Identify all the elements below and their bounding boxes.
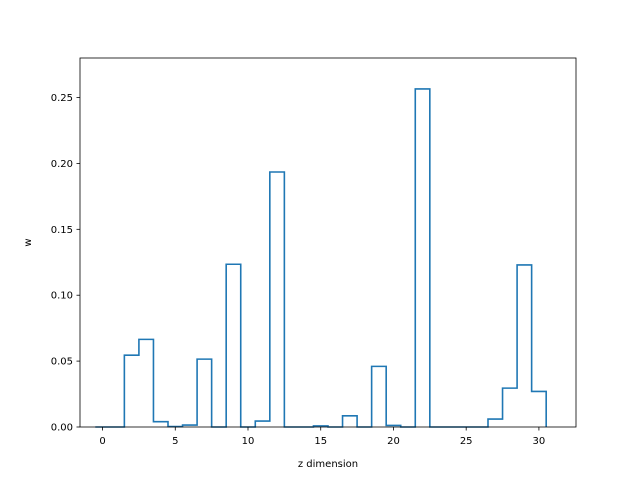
y-tick-label: 0.10 [51, 291, 73, 302]
x-tick-label: 20 [387, 436, 400, 447]
y-tick-label: 0.00 [51, 423, 73, 434]
y-tick-label: 0.25 [51, 93, 73, 104]
y-tick-label: 0.20 [51, 159, 73, 170]
x-axis-label: z dimension [298, 459, 358, 470]
plot-frame [79, 57, 577, 428]
plot-area-background [80, 58, 576, 427]
y-tick-label: 0.05 [51, 357, 73, 368]
y-axis-label: w [23, 238, 34, 246]
x-tick-label: 10 [242, 436, 255, 447]
x-tick-label: 5 [172, 436, 178, 447]
x-tick-label: 0 [99, 436, 105, 447]
x-tick-label: 25 [460, 436, 473, 447]
axes-layer: 0 5 10 15 20 25 30 0.00 0.05 0.10 0.15 0.20 0.25 [51, 93, 546, 447]
x-tick-label: 15 [314, 436, 327, 447]
y-tick-label: 0.15 [51, 225, 73, 236]
x-tick-label: 30 [533, 436, 546, 447]
